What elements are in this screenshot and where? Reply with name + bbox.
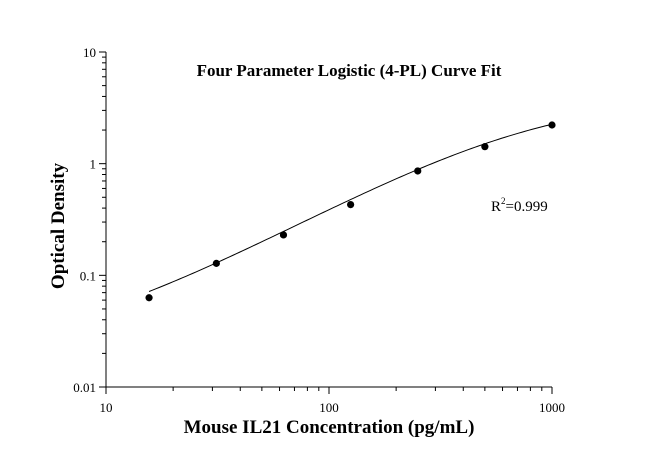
x-ticks: 10 100 1000	[100, 387, 565, 415]
data-point	[347, 200, 355, 209]
r-squared-value: =0.999	[506, 199, 548, 215]
data-point	[414, 167, 422, 175]
plot-area: 10 100 1000 0.01 0.1 1 10	[73, 45, 565, 415]
y-axis-label: Optical Density	[48, 162, 69, 289]
data-point	[212, 259, 220, 267]
data-point	[548, 121, 556, 129]
data-point	[481, 143, 489, 151]
y-ticks: 0.01 0.1 1 10	[73, 45, 106, 395]
chart-title: Four Parameter Logistic (4-PL) Curve Fit	[197, 61, 502, 80]
y-tick-label: 0.01	[73, 380, 96, 395]
r-squared-annotation: R2=0.999	[491, 196, 548, 215]
data-points	[145, 121, 556, 302]
data-point	[145, 294, 153, 302]
x-tick-label: 10	[100, 400, 113, 415]
y-tick-label: 1	[90, 157, 97, 172]
x-tick-label: 100	[319, 400, 339, 415]
y-tick-label: 10	[83, 45, 96, 60]
x-tick-label: 1000	[539, 400, 565, 415]
r-squared-base: R	[491, 199, 501, 215]
r-squared-superscript: 2	[501, 196, 506, 206]
y-tick-label: 0.1	[80, 268, 96, 283]
data-point	[279, 231, 288, 239]
x-axis-label: Mouse IL21 Concentration (pg/mL)	[184, 417, 475, 438]
